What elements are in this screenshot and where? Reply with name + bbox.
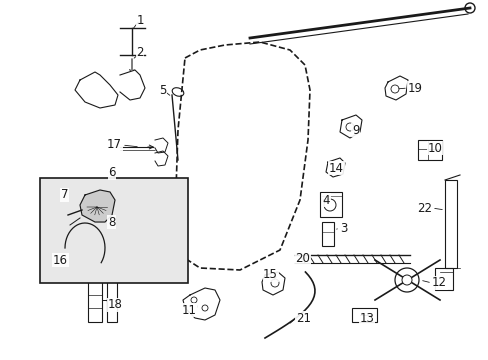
Bar [417,140,441,160]
Polygon shape [339,115,361,138]
Polygon shape [155,151,168,166]
Text: 1: 1 [136,13,143,27]
Polygon shape [325,158,345,177]
Text: 8: 8 [108,216,115,229]
Polygon shape [262,272,285,295]
Text: 2: 2 [136,46,143,59]
Text: 12: 12 [431,276,446,289]
Bar [88,280,102,322]
Bar [351,308,376,322]
Text: 4: 4 [322,194,329,207]
Bar [434,268,452,290]
Text: 16: 16 [53,253,68,266]
Polygon shape [183,288,220,320]
Circle shape [401,275,411,285]
Text: 11: 11 [182,303,197,316]
Bar [107,280,117,322]
Text: 13: 13 [359,311,374,324]
Bar [82,258,96,268]
Text: 14: 14 [328,162,343,175]
Text: 19: 19 [407,81,422,94]
Text: 17: 17 [107,139,122,152]
Bar [444,180,456,268]
Text: 15: 15 [263,269,278,282]
Polygon shape [384,76,407,100]
Text: 20: 20 [295,252,309,265]
Polygon shape [155,138,168,153]
Bar [40,178,187,283]
Text: 10: 10 [427,141,442,154]
Text: 6: 6 [108,166,116,180]
Bar [319,192,341,217]
Polygon shape [80,190,115,222]
Bar [321,222,333,246]
Text: 21: 21 [295,311,310,324]
Text: 18: 18 [108,298,122,311]
Polygon shape [75,72,118,108]
Polygon shape [120,70,145,100]
Text: 5: 5 [159,84,166,96]
Text: 9: 9 [351,123,359,136]
Text: 3: 3 [339,221,346,234]
Text: 22: 22 [416,202,431,215]
Text: 7: 7 [61,189,68,202]
